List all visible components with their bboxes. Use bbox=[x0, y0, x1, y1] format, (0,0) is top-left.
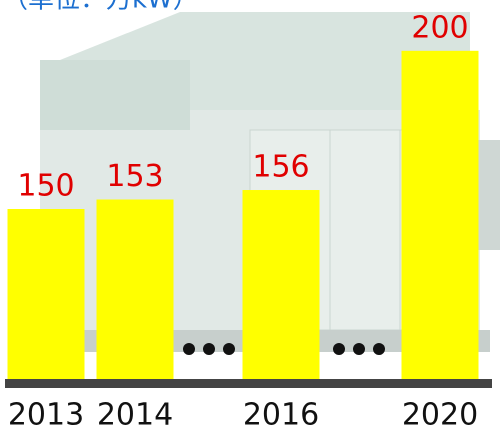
value-label: 150 bbox=[17, 169, 74, 204]
chart-title: （単位：万kW） bbox=[2, 0, 199, 15]
baseline bbox=[5, 379, 492, 388]
value-label: 153 bbox=[106, 159, 163, 194]
value-label: 200 bbox=[411, 10, 468, 45]
x-tick-label: 2020 bbox=[402, 398, 478, 433]
value-label: 156 bbox=[252, 150, 309, 185]
x-tick-label: 2016 bbox=[243, 398, 319, 433]
ellipsis bbox=[183, 343, 385, 355]
bar bbox=[401, 50, 479, 384]
bar bbox=[7, 209, 85, 383]
bar bbox=[96, 199, 174, 383]
x-tick-label: 2014 bbox=[97, 398, 173, 433]
bar bbox=[242, 190, 320, 383]
x-tick-label: 2013 bbox=[8, 398, 84, 433]
